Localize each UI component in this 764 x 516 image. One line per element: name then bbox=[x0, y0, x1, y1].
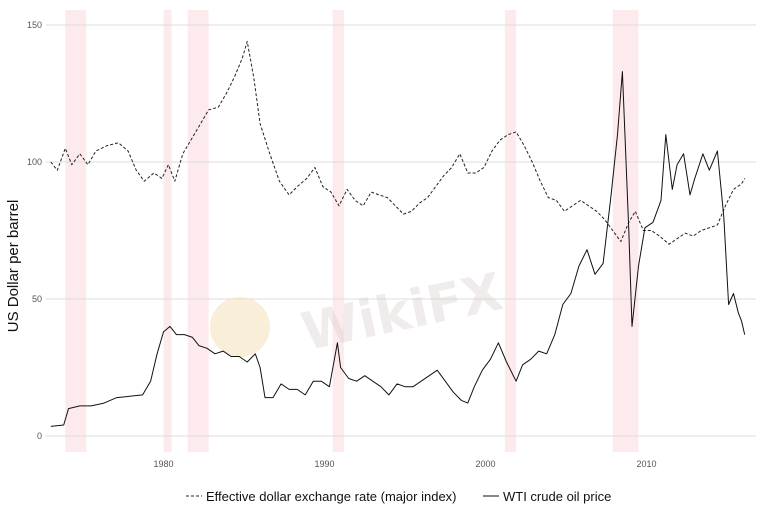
series-layer bbox=[50, 40, 746, 427]
y-axis-title: US Dollar per barrel bbox=[5, 200, 22, 333]
y-tick-label-100: 100 bbox=[27, 157, 42, 167]
x-tick-label-2010: 2010 bbox=[637, 459, 657, 469]
x-tick-label-2000: 2000 bbox=[476, 459, 496, 469]
recession-shading bbox=[65, 10, 639, 452]
y-tick-labels: 0 50 100 150 bbox=[27, 20, 42, 441]
x-tick-label-1980: 1980 bbox=[154, 459, 174, 469]
watermark: WikiFX bbox=[210, 262, 508, 363]
recession-band-4 bbox=[504, 10, 517, 452]
recession-band-2 bbox=[187, 10, 209, 452]
recession-band-1 bbox=[163, 10, 172, 452]
gridlines bbox=[46, 24, 756, 437]
recession-band-3 bbox=[332, 10, 344, 452]
legend-label-wti: WTI crude oil price bbox=[503, 489, 611, 504]
legend-label-exchange-rate: Effective dollar exchange rate (major in… bbox=[206, 489, 457, 504]
recession-band-0 bbox=[65, 10, 87, 452]
watermark-text: WikiFX bbox=[297, 262, 508, 363]
y-tick-label-50: 50 bbox=[32, 294, 42, 304]
y-tick-label-0: 0 bbox=[37, 431, 42, 441]
watermark-logo-icon bbox=[210, 297, 270, 357]
x-tick-label-1990: 1990 bbox=[315, 459, 335, 469]
x-tick-labels: 1980 1990 2000 2010 bbox=[154, 459, 657, 469]
legend: Effective dollar exchange rate (major in… bbox=[186, 489, 611, 504]
y-tick-label-150: 150 bbox=[27, 20, 42, 30]
series-line-wti bbox=[50, 71, 746, 427]
series-line-exchange-rate bbox=[50, 40, 746, 245]
